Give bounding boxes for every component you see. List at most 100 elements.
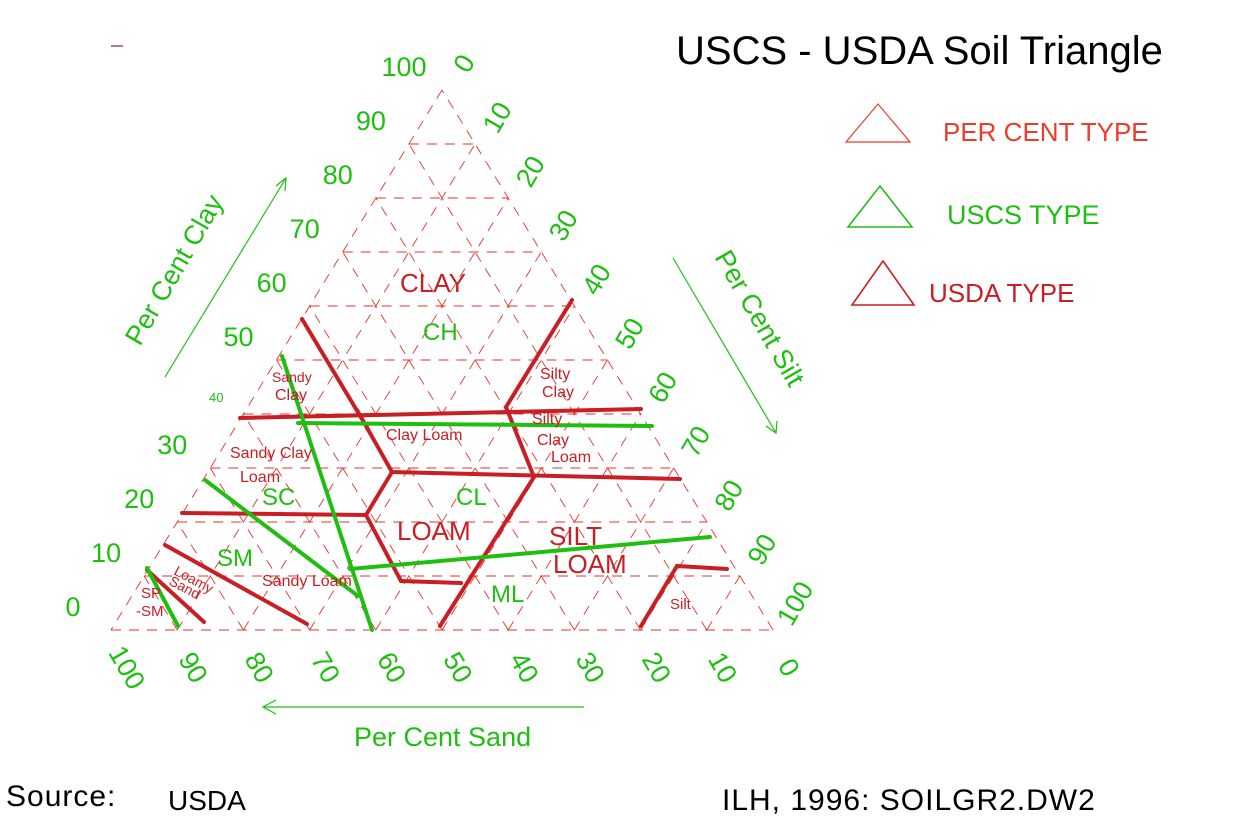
usda-boundary-silty-clay-loam [504, 405, 536, 479]
usda-label-silty-clay-loam-2: Clay [537, 432, 569, 449]
uscs-boundary-ch-cl [296, 421, 654, 428]
grid-line-sand [574, 467, 675, 631]
footer-credit: ILH, 1996: SOILGR2.DW2 [722, 784, 1096, 817]
usda-label-sandy-loam: Sandy Loam [262, 573, 352, 590]
clay-tick-label: 20 [124, 484, 154, 514]
uscs-label-sp-sm-2: -SM [136, 603, 164, 620]
uscs-label-cl: CL [456, 484, 487, 511]
uscs-label-ch: CH [423, 319, 458, 346]
uscs-label-ml: ML [491, 581, 524, 608]
diagram-title: USCS - USDA Soil Triangle [676, 29, 1163, 73]
sand-axis-label: Per Cent Sand [354, 722, 531, 752]
silt-tick-label: 0 [447, 49, 480, 77]
clay-tick-label: 100 [381, 52, 426, 82]
sand-tick-label: 80 [239, 647, 280, 688]
usda-boundaries [145, 298, 729, 628]
silt-tick-label: 50 [609, 313, 650, 354]
grid-line-sand [309, 251, 542, 631]
usda-label-clay-loam: Clay Loam [386, 427, 462, 444]
legend-uscs-label: USCS TYPE [947, 200, 1100, 230]
uscs-label-sc: SC [262, 484, 295, 511]
usda-label-sandy-clay-loam-2: Loam [240, 469, 280, 486]
sand-tick-label: 10 [702, 647, 743, 688]
usda-boundary-loam-left [364, 513, 463, 585]
uscs-label-sp-sm-1: SP [141, 585, 161, 602]
silt-tick-label: 10 [477, 97, 518, 138]
usda-label-silty-clay-1: Silty [540, 366, 570, 383]
clay-tick-label: 70 [290, 214, 320, 244]
sand-tick-label: 90 [172, 647, 213, 688]
clay-axis-arrow-line [164, 177, 287, 378]
footer-source-value: USDA [168, 785, 246, 816]
usda-boundary-sandy-loam [163, 543, 309, 626]
usda-boundary-silty-clay [504, 298, 574, 409]
sand-tick-label: 50 [437, 647, 478, 688]
usda-label-silty-clay-2: Clay [542, 384, 574, 401]
silt-tick-label: 30 [543, 205, 584, 246]
sand-tick-label: 60 [371, 647, 412, 688]
uscs-boundaries [145, 354, 712, 632]
uscs-boundary-ch-sc [280, 354, 374, 632]
legend-usda-triangle-icon [850, 259, 916, 306]
sand-tick-label: 0 [772, 653, 805, 681]
grid-line-sand [176, 143, 476, 631]
legend-percent-triangle-icon [844, 103, 912, 143]
sand-tick-label: 20 [636, 647, 677, 688]
clay-tick-minor-40: 40 [209, 390, 223, 405]
clay-tick-label: 30 [157, 430, 187, 460]
grid-outline-right [441, 89, 774, 631]
silt-tick-label: 40 [576, 259, 617, 300]
silt-tick-label: 70 [675, 421, 716, 462]
sand-tick-label: 100 [103, 640, 152, 694]
uscs-label-sm: SM [217, 545, 253, 572]
clay-tick-label: 0 [65, 592, 80, 622]
legend-uscs-triangle-icon [846, 184, 914, 228]
usda-label-loam: LOAM [397, 516, 471, 546]
usda-label-silty-clay-loam-1: Silty [532, 411, 562, 428]
usda-boundary-loamy-sand [145, 568, 206, 624]
sand-tick-label: 40 [503, 647, 544, 688]
clay-tick-label: 90 [356, 106, 386, 136]
usda-boundary-silt [639, 563, 729, 628]
legend-usda-label: USDA TYPE [929, 278, 1074, 308]
silt-axis-label: Per Cent Silt [709, 245, 811, 392]
grid-outline-left [110, 89, 443, 631]
silt-axis: Per Cent Silt [672, 245, 811, 435]
uscs-boundary-cl-ml [348, 535, 712, 571]
clay-tick-label: 80 [323, 160, 353, 190]
silt-tick-label: 20 [510, 151, 551, 192]
clay-axis-arrowhead-icon [275, 176, 287, 192]
usda-label-sandy-clay-loam-1: Sandy Clay [230, 445, 312, 462]
uscs-boundary-sc-sm [203, 478, 360, 598]
usda-label-silt-loam-2: LOAM [553, 549, 627, 579]
sand-tick-labels: 100 90 80 70 60 50 40 30 20 10 0 [103, 640, 806, 694]
percent-grid [110, 89, 774, 631]
usda-label-clay: CLAY [400, 268, 466, 298]
usda-label-sandy-clay-2: Clay [275, 387, 307, 404]
sand-tick-label: 70 [305, 647, 346, 688]
grid-line-silt [342, 251, 575, 631]
uscs-class-labels: CH CL SC SM ML SP -SM [136, 319, 524, 620]
sand-axis-arrowhead-icon [261, 699, 277, 715]
usda-class-labels: CLAY Sandy Clay Silty Clay Clay Loam Sil… [167, 268, 692, 613]
usda-label-silt: Silt [670, 596, 692, 613]
grid-line-silt [408, 143, 708, 631]
grid-line-sand [706, 575, 741, 631]
silt-tick-label: 90 [742, 529, 783, 570]
clay-tick-label: 60 [257, 268, 287, 298]
silt-tick-label: 100 [771, 576, 820, 630]
usda-boundary-clay-loam-bottom [355, 408, 682, 481]
grid-line-silt [209, 467, 310, 631]
grid-line-silt [176, 521, 244, 631]
usda-label-silt-loam-1: SILT [549, 521, 602, 551]
usda-label-silty-clay-loam-3: Loam [551, 449, 591, 466]
sand-axis: Per Cent Sand [261, 699, 584, 752]
silt-tick-label: 60 [642, 367, 683, 408]
uscs-boundary-sp-sm [145, 566, 180, 628]
clay-axis-label: Per Cent Clay [119, 189, 229, 350]
usda-boundary-sandy-clay [300, 317, 364, 421]
silt-axis-arrowhead-icon [765, 420, 778, 435]
legend: PER CENT TYPE USCS TYPE USDA TYPE [844, 103, 1149, 308]
